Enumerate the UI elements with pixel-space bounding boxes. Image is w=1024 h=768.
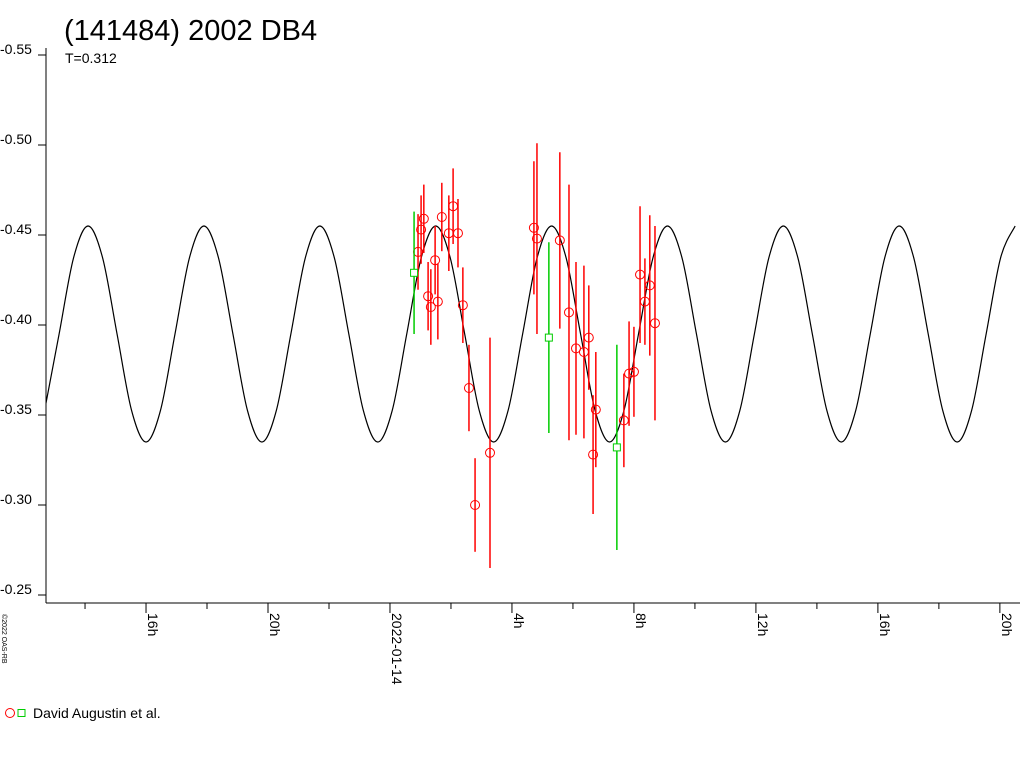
data-point	[418, 213, 429, 224]
x-tick-label: 12h	[755, 613, 771, 636]
data-point	[583, 332, 594, 343]
copyright: ©2022 OAS-RB	[0, 614, 8, 664]
legend-label: David Augustin et al.	[33, 705, 161, 721]
legend-marker	[17, 709, 26, 717]
data-point	[531, 233, 542, 244]
y-tick-label: -0.30	[0, 491, 32, 507]
data-point	[544, 333, 553, 342]
x-tick-label: 2022-01-14	[389, 613, 405, 685]
data-point	[628, 366, 639, 377]
data-point	[588, 449, 599, 460]
model-curve	[46, 225, 1016, 443]
y-tick-label: -0.55	[0, 41, 32, 57]
x-tick-label: 16h	[877, 613, 893, 636]
x-tick-label: 16h	[145, 613, 161, 636]
data-point	[649, 318, 660, 329]
y-tick-label: -0.50	[0, 131, 32, 147]
data-point	[432, 296, 443, 307]
chart-subtitle: T=0.312	[65, 50, 117, 66]
y-tick-label: -0.35	[0, 401, 32, 417]
data-point	[528, 222, 539, 233]
data-point	[430, 255, 441, 266]
data-point	[485, 447, 496, 458]
legend-marker	[5, 708, 15, 718]
data-point	[436, 212, 447, 222]
data-point	[452, 228, 463, 239]
data-point	[410, 268, 419, 277]
data-point	[563, 307, 574, 318]
data-point	[463, 383, 474, 393]
plot-area	[46, 143, 1016, 568]
x-tick-label: 8h	[633, 613, 649, 629]
y-tick-label: -0.25	[0, 581, 32, 597]
x-tick-label: 20h	[999, 613, 1015, 636]
data-point	[457, 300, 468, 311]
data-point	[425, 302, 436, 312]
data-point	[554, 235, 565, 246]
data-point	[612, 443, 621, 452]
x-tick-label: 4h	[511, 613, 527, 629]
data-point	[590, 404, 601, 415]
y-tick-label: -0.40	[0, 311, 32, 327]
y-tick-label: -0.45	[0, 221, 32, 237]
data-point	[416, 224, 427, 235]
x-tick-label: 20h	[267, 613, 283, 636]
chart-title: (141484) 2002 DB4	[64, 15, 317, 47]
data-point	[423, 291, 434, 302]
data-point	[470, 500, 481, 510]
